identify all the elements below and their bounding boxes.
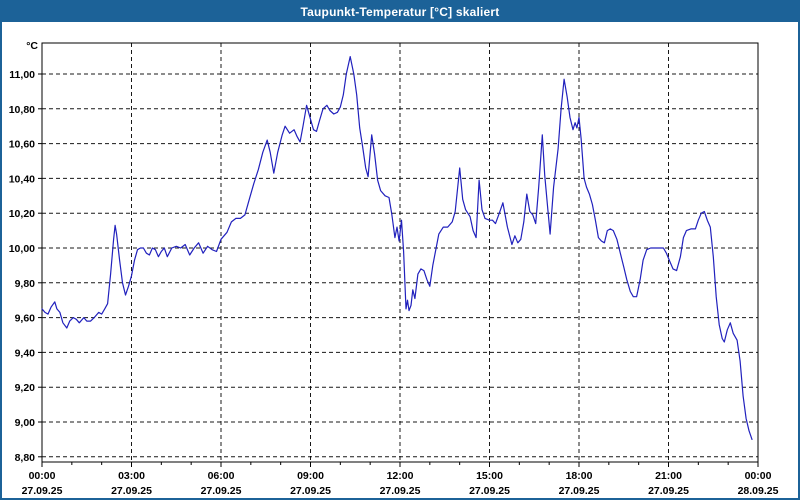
dewpoint-chart: °C 11,00 10,80 10,60 10,40 10,20 10,00 9,80 9,6… [9,40,779,497]
x-tick-time-label: 18:00 [566,470,593,482]
y-tick-label: 9,40 [15,347,36,359]
y-tick-label: 10,40 [9,173,35,185]
x-tick-date-label: 27.09.25 [380,485,421,497]
y-axis-unit-label: °C [26,40,38,52]
y-tick-label: 9,20 [15,382,36,394]
window-title: Taupunkt-Temperatur [°C] skaliert [300,5,500,19]
x-tick-time-label: 09:00 [297,470,324,482]
y-tick-label: 10,60 [9,139,35,151]
x-tick-date-label: 27.09.25 [111,485,152,497]
x-tick-date-label: 27.09.25 [201,485,242,497]
x-tick-time-label: 21:00 [655,470,682,482]
y-tick-label: 9,00 [15,417,36,429]
x-tick-time-label: 00:00 [29,470,56,482]
dewpoint-series-line [41,55,753,440]
x-tick-date-label: 27.09.25 [559,485,600,497]
y-tick-label: 9,60 [15,313,36,325]
x-tick-time-label: 15:00 [476,470,503,482]
x-tick-date-label: 28.09.25 [738,485,779,497]
y-tick-label: 10,00 [9,243,35,255]
x-tick-time-label: 12:00 [387,470,414,482]
y-tick-label: 10,20 [9,208,35,220]
x-tick-time-label: 03:00 [118,470,145,482]
y-tick-label: 10,80 [9,104,35,116]
plot-border [41,42,759,463]
x-tick-date-label: 27.09.25 [648,485,689,497]
window-titlebar: Taupunkt-Temperatur [°C] skaliert [2,2,798,22]
x-tick-date-label: 27.09.25 [290,485,331,497]
y-tick-label: 9,80 [15,278,36,290]
chart-area: °C 11,00 10,80 10,60 10,40 10,20 10,00 9,80 9,6… [2,22,798,498]
x-tick-date-label: 27.09.25 [22,485,63,497]
x-tick-time-label: 00:00 [745,470,772,482]
x-tick-time-label: 06:00 [208,470,235,482]
y-tick-label: 11,00 [9,69,35,81]
x-tick-date-label: 27.09.25 [469,485,510,497]
y-tick-label: 8,80 [15,452,36,464]
